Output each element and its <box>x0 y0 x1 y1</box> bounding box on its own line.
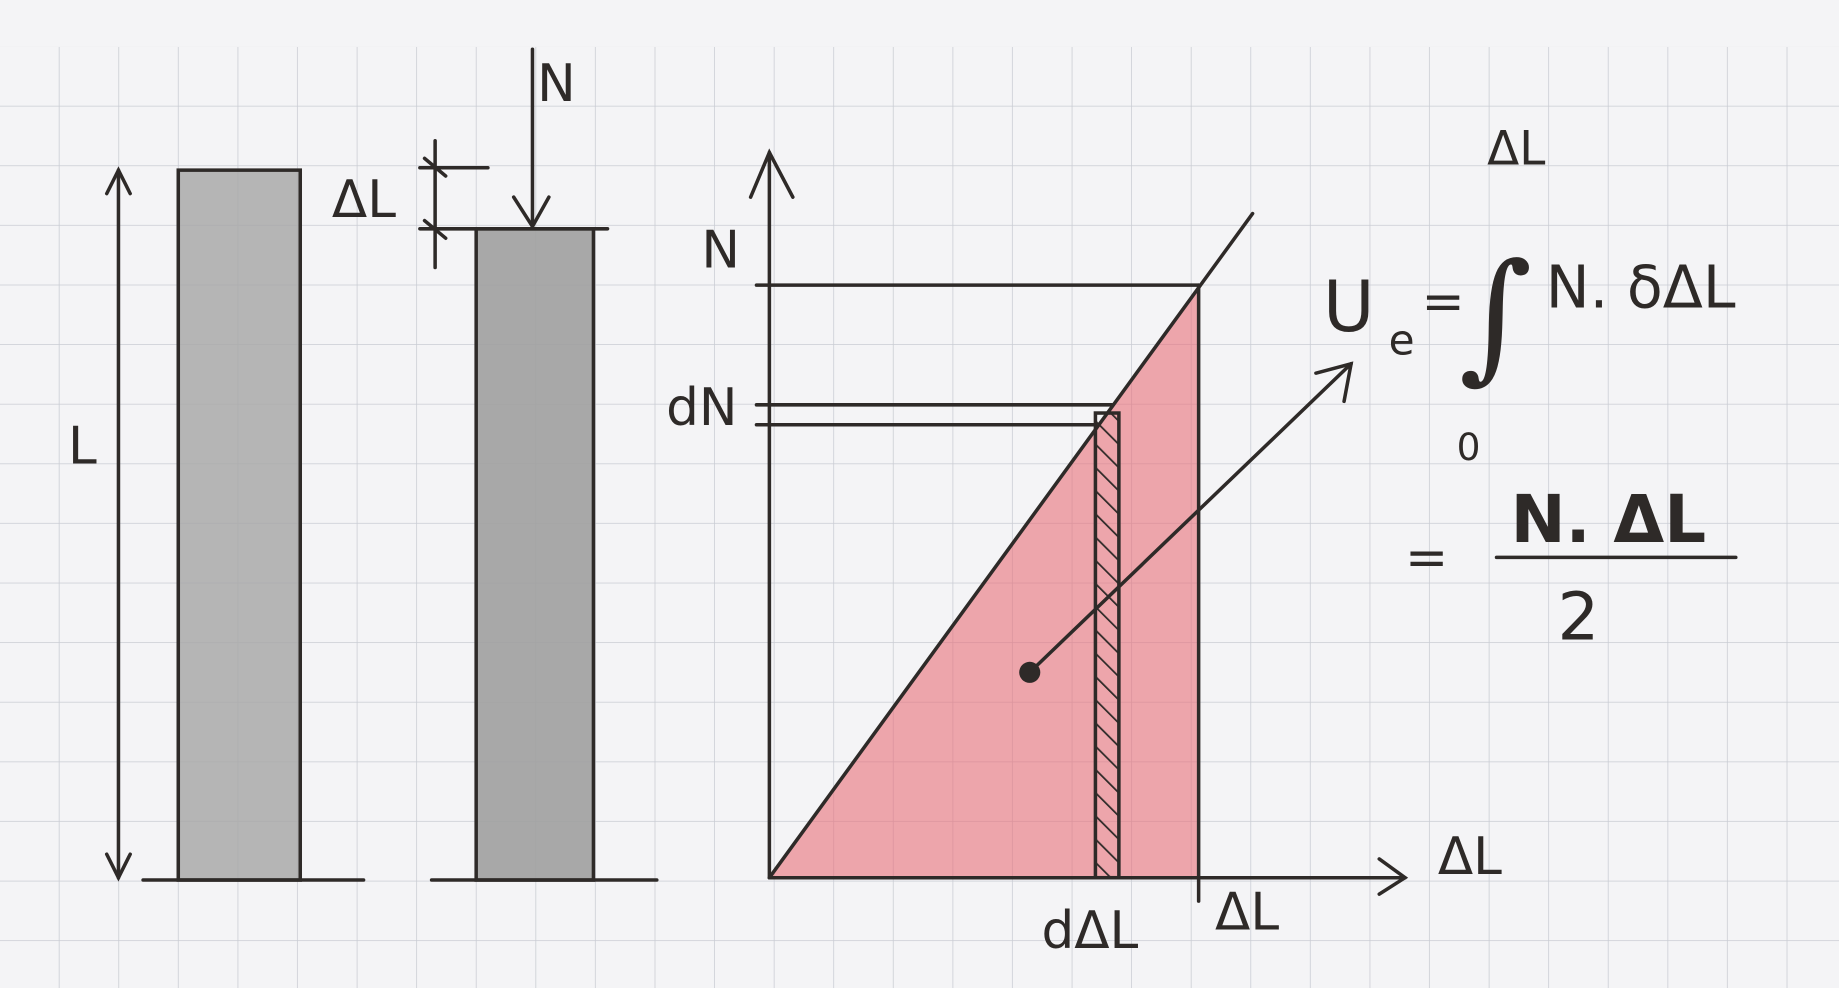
dl-tick-label: ΔL <box>1215 882 1279 942</box>
projection-lines <box>754 283 1201 903</box>
compressed-bar <box>418 166 659 882</box>
integral-upper-limit: ΔL <box>1487 121 1545 176</box>
y-axis <box>748 148 795 880</box>
formula-equals: = <box>1421 272 1464 332</box>
force-label: N <box>537 54 576 114</box>
integrand: N. δΔL <box>1546 253 1736 321</box>
length-dimension-arrow <box>104 166 132 882</box>
strain-energy-formula: U e = ∫ ΔL 0 N. δΔL = N. ΔL 2 <box>1323 121 1738 656</box>
integral-sign: ∫ <box>1459 234 1532 398</box>
formula-lhs-subscript: e <box>1389 315 1415 364</box>
fraction-denominator: 2 <box>1558 579 1600 655</box>
y-axis-label: N <box>701 221 740 281</box>
elongation-dimension <box>422 139 448 270</box>
force-arrow <box>511 47 551 230</box>
integral-lower-limit: 0 <box>1457 425 1481 469</box>
x-axis <box>767 857 1409 896</box>
formula-lhs: U <box>1323 266 1375 348</box>
load-line <box>767 211 1255 880</box>
ddl-label: dΔL <box>1041 901 1138 961</box>
dn-label: dN <box>666 378 737 438</box>
length-label: L <box>68 416 97 476</box>
pointer-arrow <box>1019 361 1354 683</box>
formula-equals-2: = <box>1405 528 1448 588</box>
fraction-numerator: N. ΔL <box>1511 482 1706 558</box>
differential-strip <box>1093 411 1121 880</box>
elongation-label: ΔL <box>332 170 396 230</box>
undeformed-bar <box>141 168 366 882</box>
x-axis-label: ΔL <box>1438 827 1502 887</box>
